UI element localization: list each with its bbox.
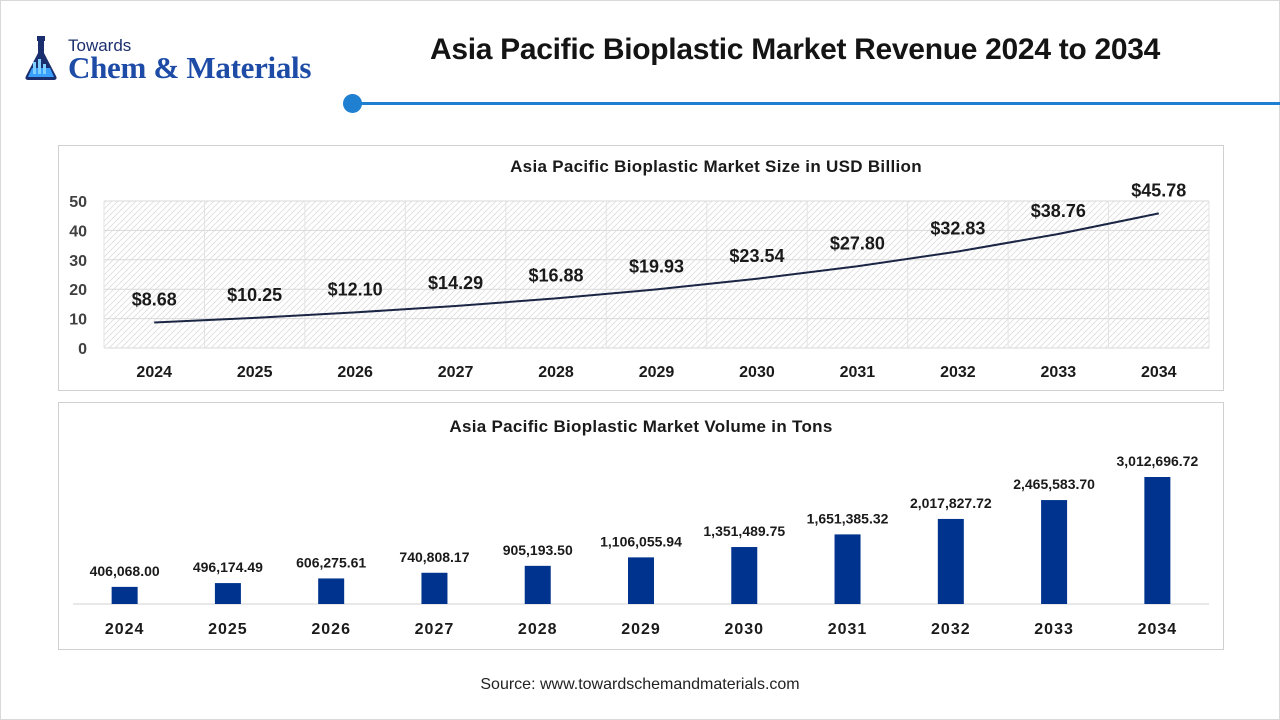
x-tick-label: 2031 — [840, 364, 876, 381]
logo-text-small: Towards — [68, 36, 132, 55]
data-label: 1,351,489.75 — [703, 523, 785, 539]
x-tick-label: 2031 — [828, 621, 868, 638]
data-label: 2,465,583.70 — [1013, 476, 1095, 492]
x-tick-label: 2024 — [105, 621, 145, 638]
series-line — [154, 212, 1160, 324]
market-volume-bar-chart: Asia Pacific Bioplastic Market Volume in… — [73, 417, 1209, 638]
bar — [1041, 500, 1068, 604]
x-tick-label: 2032 — [940, 364, 976, 381]
x-tick-label: 2026 — [337, 364, 373, 381]
data-label: 606,275.61 — [296, 554, 366, 570]
bar — [731, 547, 758, 604]
bar — [834, 534, 861, 604]
bar — [421, 572, 448, 604]
x-tick-label: 2028 — [518, 621, 558, 638]
y-tick-label: 20 — [69, 282, 87, 299]
data-label: $19.93 — [629, 256, 684, 276]
x-tick-label: 2025 — [208, 621, 248, 638]
data-label: 905,193.50 — [503, 542, 573, 558]
data-label: $8.68 — [132, 289, 177, 309]
y-tick-label: 30 — [69, 253, 87, 270]
data-label: 1,106,055.94 — [600, 533, 682, 549]
x-tick-label: 2029 — [621, 621, 661, 638]
x-tick-label: 2024 — [136, 364, 172, 381]
data-label: $14.29 — [428, 273, 483, 293]
x-tick-label: 2034 — [1138, 621, 1178, 638]
data-label: $12.10 — [328, 279, 383, 299]
chart-title: Asia Pacific Bioplastic Market Volume in… — [449, 417, 832, 436]
data-label: $45.78 — [1131, 180, 1186, 200]
brand-logo: Towards Chem & Materials — [22, 36, 342, 86]
x-tick-label: 2027 — [415, 621, 455, 638]
x-tick-label: 2033 — [1034, 621, 1074, 638]
data-label: $32.83 — [930, 218, 985, 238]
x-tick-label: 2030 — [739, 364, 775, 381]
data-label: 1,651,385.32 — [807, 510, 889, 526]
market-size-line-chart: Asia Pacific Bioplastic Market Size in U… — [69, 157, 1210, 381]
data-label: 3,012,696.72 — [1116, 453, 1198, 469]
data-label: 406,068.00 — [90, 563, 160, 579]
bar — [214, 583, 241, 604]
y-tick-label: 40 — [69, 223, 87, 240]
x-tick-label: 2026 — [311, 621, 351, 638]
x-tick-label: 2034 — [1141, 364, 1177, 381]
data-label: $16.88 — [529, 265, 584, 285]
x-tick-label: 2027 — [438, 364, 474, 381]
x-tick-label: 2029 — [639, 364, 675, 381]
flask-icon — [25, 36, 57, 80]
bar — [1144, 477, 1171, 604]
x-tick-label: 2033 — [1041, 364, 1077, 381]
x-tick-label: 2032 — [931, 621, 971, 638]
page-title: Asia Pacific Bioplastic Market Revenue 2… — [429, 33, 1161, 66]
x-tick-label: 2025 — [237, 364, 273, 381]
y-tick-label: 50 — [69, 194, 87, 211]
x-tick-label: 2028 — [538, 364, 574, 381]
bar — [524, 565, 551, 604]
bar — [111, 586, 138, 604]
chart-title: Asia Pacific Bioplastic Market Size in U… — [510, 157, 922, 176]
bar — [318, 578, 345, 604]
data-label: $10.25 — [227, 285, 282, 305]
plot-area-background — [104, 201, 1209, 348]
bar — [628, 557, 654, 604]
data-label: 496,174.49 — [193, 559, 263, 575]
bar — [937, 518, 964, 604]
y-tick-label: 10 — [69, 312, 87, 329]
data-label: $27.80 — [830, 233, 885, 253]
data-label: $23.54 — [729, 246, 784, 266]
market-volume-chart-panel: Asia Pacific Bioplastic Market Volume in… — [58, 402, 1224, 650]
source-note: Source: www.towardschemandmaterials.com — [480, 676, 800, 693]
y-tick-label: 0 — [78, 341, 87, 358]
data-label: 740,808.17 — [399, 549, 469, 565]
data-label: $38.76 — [1031, 201, 1086, 221]
x-tick-label: 2030 — [724, 621, 764, 638]
logo-text-big: Chem & Materials — [68, 50, 312, 85]
title-underline — [353, 102, 1280, 105]
title-underline-dot — [343, 94, 362, 113]
market-size-chart-panel: Asia Pacific Bioplastic Market Size in U… — [58, 145, 1224, 391]
data-label: 2,017,827.72 — [910, 495, 992, 511]
